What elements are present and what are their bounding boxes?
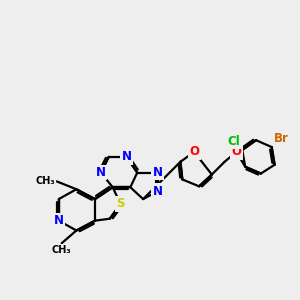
Text: Cl: Cl [227, 135, 240, 148]
Text: CH₃: CH₃ [52, 245, 71, 255]
Text: S: S [116, 197, 125, 211]
Text: O: O [189, 146, 199, 158]
Text: N: N [153, 166, 163, 179]
Text: N: N [122, 150, 131, 164]
Text: O: O [231, 146, 242, 158]
Text: N: N [96, 166, 106, 179]
Text: N: N [153, 185, 163, 198]
Text: N: N [54, 214, 64, 227]
Text: Br: Br [274, 132, 289, 145]
Text: CH₃: CH₃ [35, 176, 55, 186]
